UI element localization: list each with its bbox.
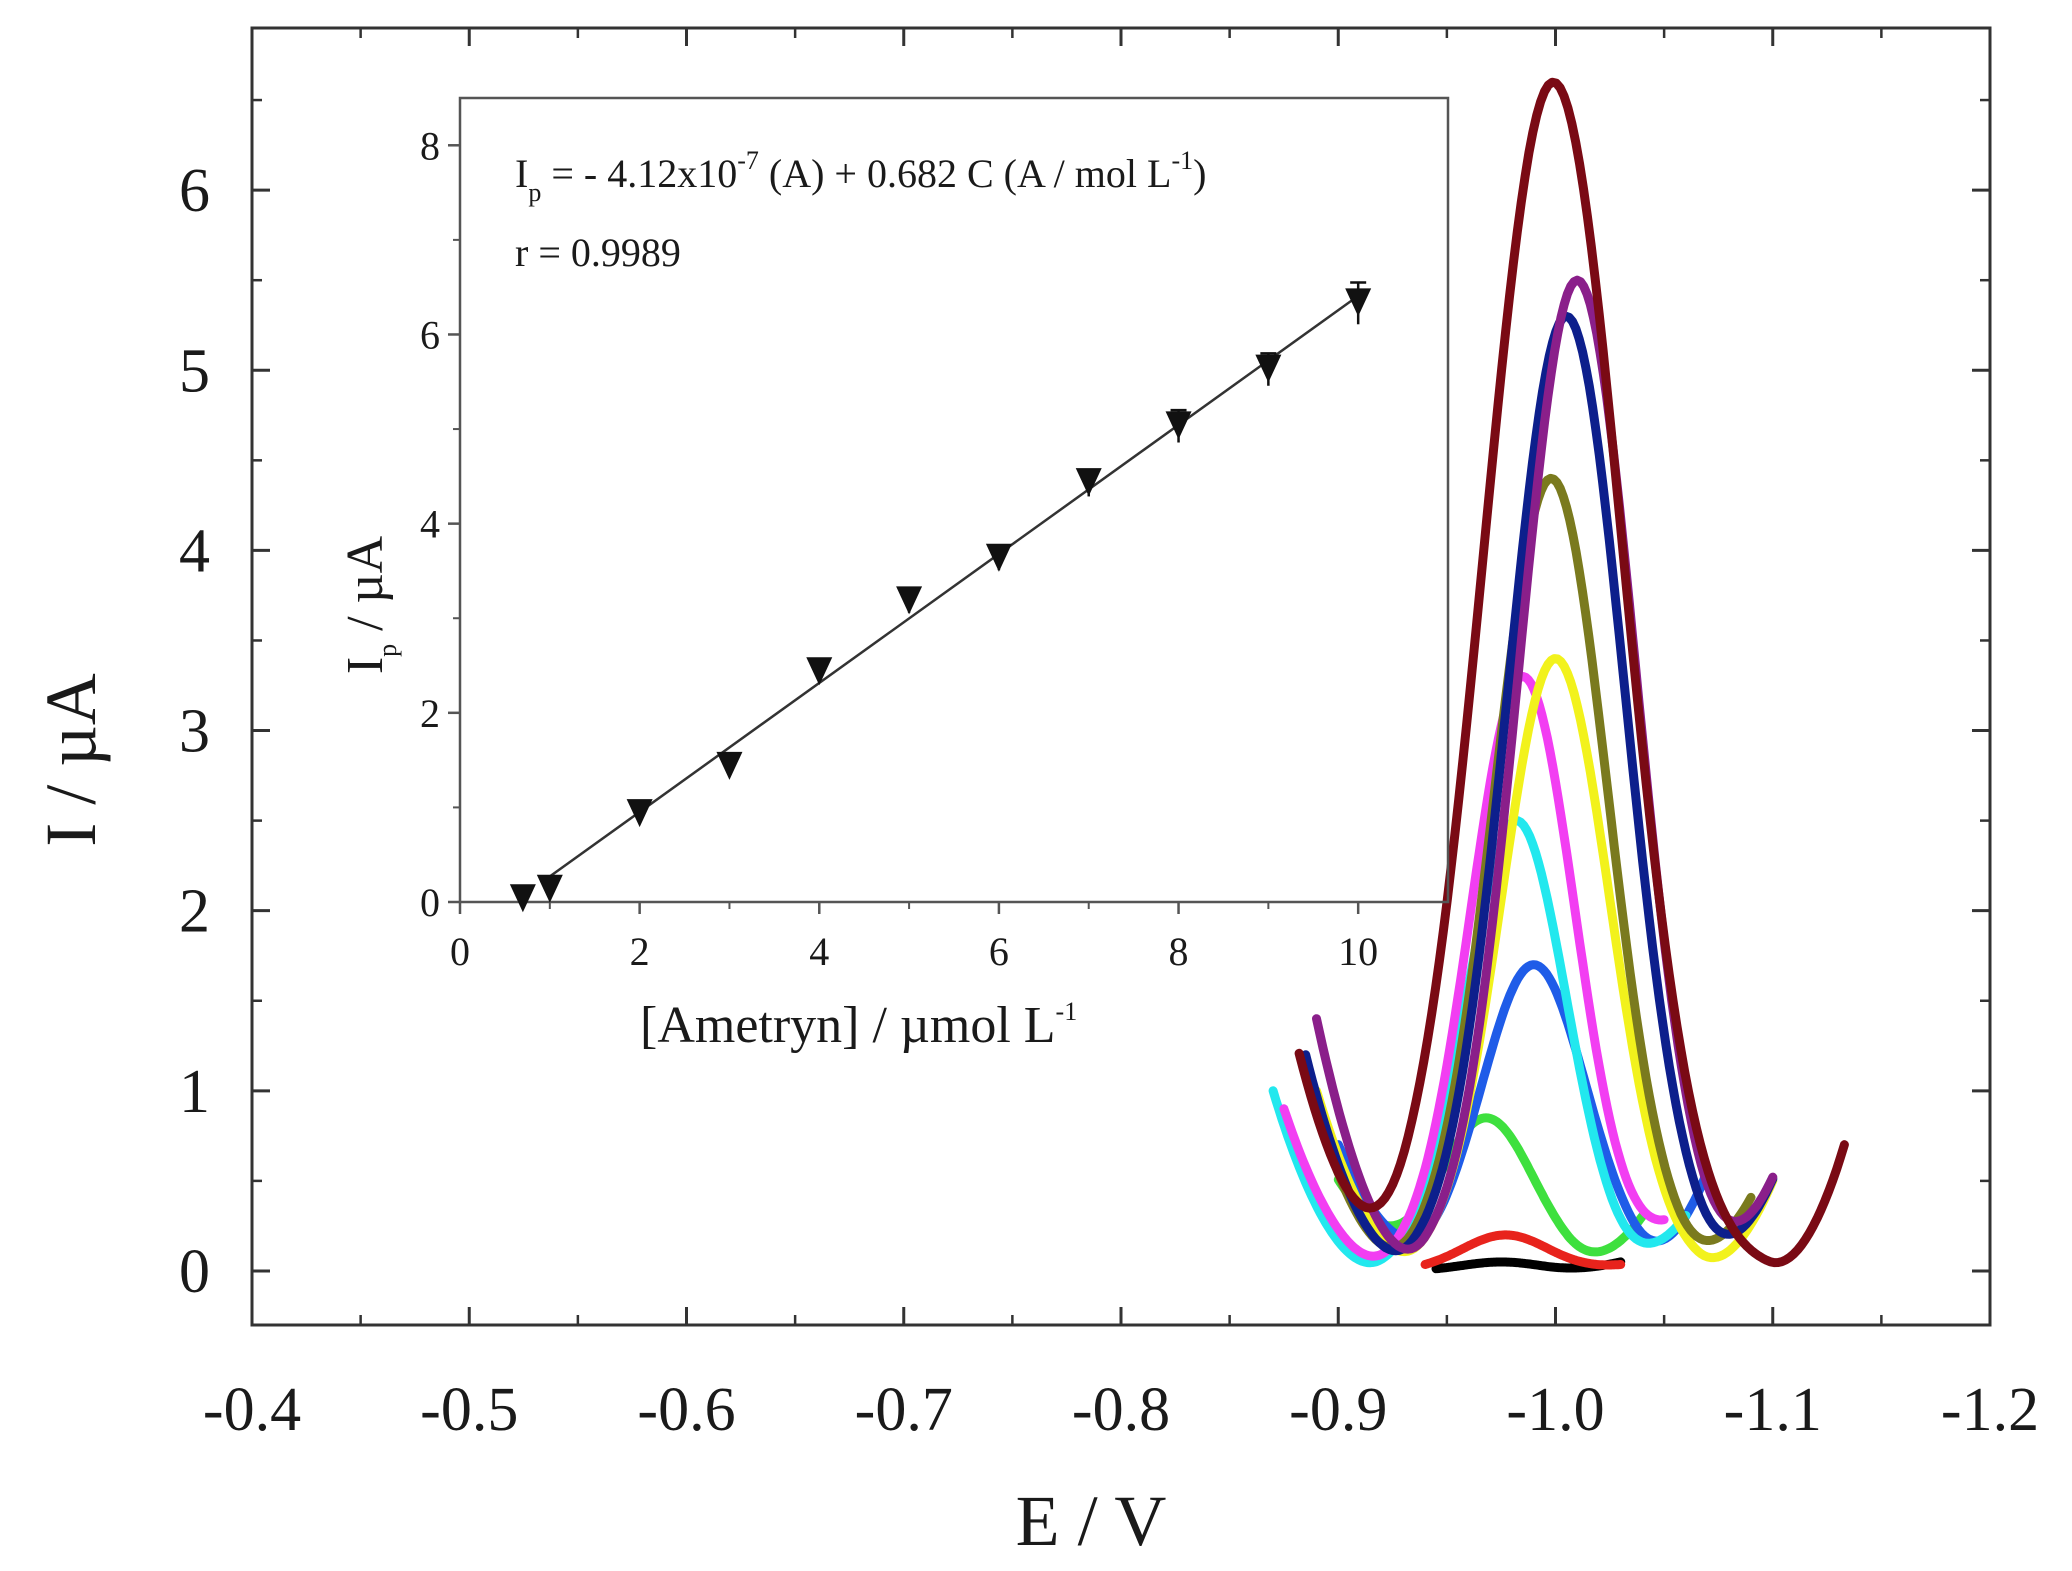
inset-data-point bbox=[806, 657, 833, 686]
inset-data-point bbox=[896, 586, 923, 615]
voltammogram-c8 bbox=[1301, 311, 1778, 1256]
inset-marker bbox=[716, 751, 743, 780]
eq-exp2: -1 bbox=[1171, 146, 1193, 175]
inset-data-point bbox=[716, 751, 743, 780]
main-y-tick-label: 6 bbox=[179, 157, 210, 225]
main-ticks bbox=[250, 28, 1992, 1325]
inset-marker bbox=[896, 586, 923, 615]
inset-x-tick-label: 8 bbox=[1169, 929, 1189, 974]
eq-part1: = - 4.12x10 bbox=[541, 151, 737, 196]
inset-marker bbox=[536, 874, 563, 903]
inset-y-tick-label: 4 bbox=[420, 502, 440, 547]
voltammogram-c1 bbox=[1420, 1230, 1626, 1270]
voltammogram-c9 bbox=[1312, 275, 1778, 1254]
inset-x-tick-label: 4 bbox=[809, 929, 829, 974]
inset-equation: Ip = - 4.12x10-7 (A) + 0.682 C (A / mol … bbox=[515, 146, 1206, 207]
main-x-tick-label: -0.9 bbox=[1289, 1376, 1387, 1444]
inset-y-tick-label: 2 bbox=[420, 691, 440, 736]
main-tick-labels: -0.4 -0.5 -0.6 -0.7 -0.8 -0.9 -1.0 -1.1 -1.2 0 1 2 3… bbox=[179, 157, 2039, 1444]
eq-part3: ) bbox=[1193, 151, 1206, 196]
eq-ip-sub: p bbox=[528, 178, 541, 207]
inset-ylabel-sub: p bbox=[373, 644, 402, 657]
inset-tick-labels: 0 2 4 6 8 10 0 2 4 6 8 bbox=[420, 123, 1378, 974]
main-x-tick-label: -0.4 bbox=[203, 1376, 301, 1444]
inset-y-tick-label: 6 bbox=[420, 312, 440, 357]
inset-x-tick-label: 6 bbox=[989, 929, 1009, 974]
eq-part2: (A) + 0.682 C (A / mol L bbox=[759, 151, 1172, 196]
inset-chart: 0 2 4 6 8 10 0 2 4 6 8 Ip = - 4.12x10-7 (A) + 0.68… bbox=[337, 96, 1450, 1054]
main-y-tick-label: 2 bbox=[179, 878, 210, 946]
inset-data-point bbox=[626, 799, 653, 828]
inset-data-point bbox=[509, 884, 536, 913]
main-x-tick-label: -1.1 bbox=[1724, 1376, 1822, 1444]
main-y-tick-label: 3 bbox=[179, 698, 210, 766]
inset-ylabel-main: I bbox=[337, 657, 394, 674]
main-x-tick-label: -1.2 bbox=[1941, 1376, 2039, 1444]
inset-xlabel-sup: -1 bbox=[1056, 997, 1078, 1026]
main-x-tick-label: -1.0 bbox=[1506, 1376, 1604, 1444]
eq-ip: I bbox=[515, 151, 528, 196]
main-y-axis-label: I / µA bbox=[31, 673, 111, 846]
inset-y-tick-label: 8 bbox=[420, 123, 440, 168]
inset-data-point bbox=[1255, 352, 1282, 386]
main-y-tick-label: 4 bbox=[179, 517, 210, 585]
main-chart: -0.4 -0.5 -0.6 -0.7 -0.8 -0.9 -1.0 -1.1 -1.2 0 1 2 3… bbox=[31, 26, 2039, 1561]
main-curves bbox=[1268, 77, 1849, 1274]
inset-marker bbox=[1255, 354, 1282, 383]
inset-marker bbox=[1345, 288, 1372, 317]
eq-exp1: -7 bbox=[737, 146, 759, 175]
inset-r-value: r = 0.9989 bbox=[515, 230, 681, 275]
inset-data-point bbox=[1075, 468, 1102, 497]
inset-data-point bbox=[985, 543, 1012, 572]
main-x-tick-label: -0.8 bbox=[1072, 1376, 1170, 1444]
main-x-axis-label: E / V bbox=[1016, 1481, 1167, 1561]
inset-marker bbox=[509, 884, 536, 913]
inset-x-tick-label: 2 bbox=[630, 929, 650, 974]
inset-data-point bbox=[1345, 281, 1372, 325]
inset-ticks bbox=[448, 144, 1360, 914]
inset-marker bbox=[1165, 411, 1192, 440]
main-x-tick-label: -0.6 bbox=[637, 1376, 735, 1444]
main-plot-frame bbox=[250, 26, 1992, 1327]
inset-fit-line bbox=[540, 294, 1359, 884]
inset-y-tick-label: 0 bbox=[420, 880, 440, 925]
inset-points bbox=[509, 281, 1372, 913]
inset-marker bbox=[1075, 468, 1102, 497]
inset-data-point bbox=[536, 874, 563, 903]
main-y-tick-label: 5 bbox=[179, 337, 210, 405]
main-x-tick-label: -0.7 bbox=[855, 1376, 953, 1444]
inset-x-tick-label: 10 bbox=[1338, 929, 1378, 974]
main-x-tick-label: -0.5 bbox=[420, 1376, 518, 1444]
inset-marker bbox=[985, 543, 1012, 572]
inset-marker bbox=[806, 657, 833, 686]
inset-x-tick-label: 0 bbox=[450, 929, 470, 974]
voltammogram-c10 bbox=[1294, 77, 1849, 1268]
inset-x-axis-label: [Ametryn] / µmol L-1 bbox=[640, 997, 1077, 1054]
voltammogram-c5 bbox=[1279, 672, 1669, 1261]
main-y-tick-label: 1 bbox=[179, 1058, 210, 1126]
inset-xlabel-main: [Ametryn] / µmol L bbox=[640, 997, 1056, 1054]
inset-y-axis-label: Ip / µA bbox=[337, 535, 402, 674]
main-y-tick-label: 0 bbox=[179, 1238, 210, 1306]
inset-plot-frame bbox=[458, 96, 1450, 904]
inset-marker bbox=[626, 799, 653, 828]
inset-data-point bbox=[1165, 408, 1192, 443]
inset-ylabel-rest: / µA bbox=[337, 535, 394, 643]
